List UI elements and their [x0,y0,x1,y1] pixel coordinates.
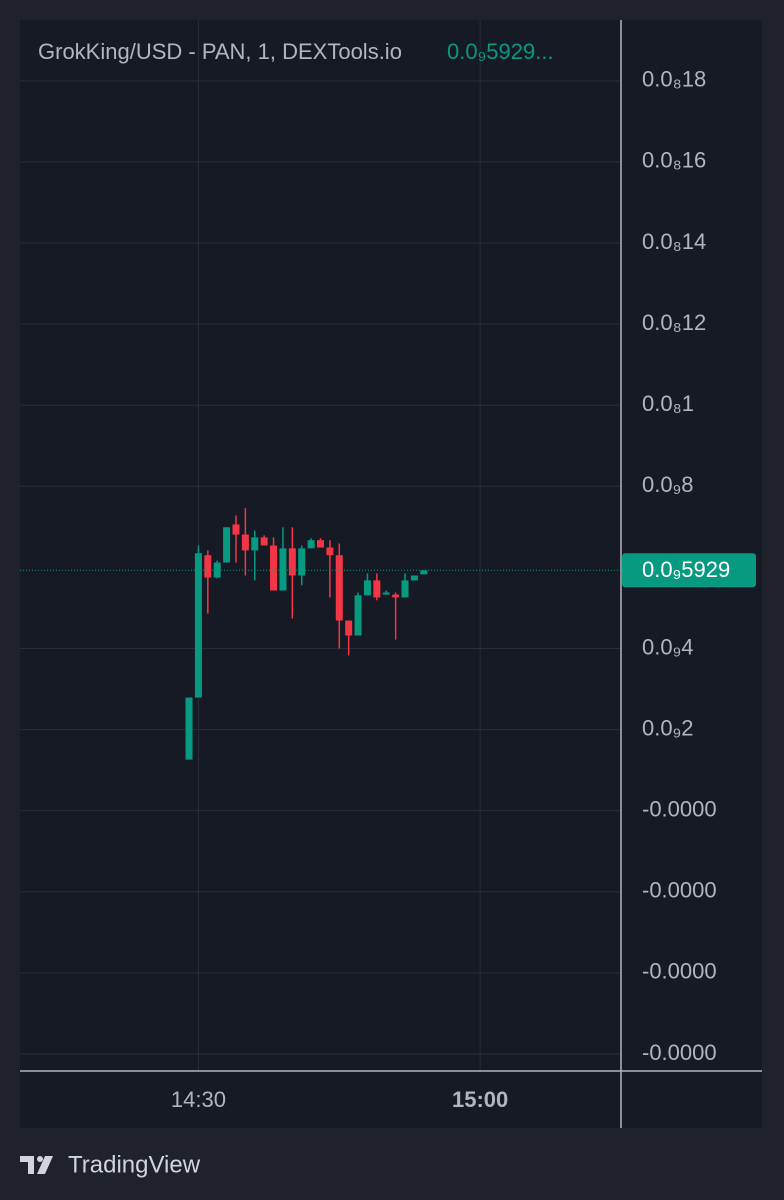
y-tick-label: -0.0000 [642,959,717,984]
y-tick-label: 0.0₈14 [642,229,706,254]
candle-body [260,537,268,546]
logo-part [20,1156,34,1174]
candle-body [204,555,212,578]
y-tick-label: -0.0000 [642,878,717,903]
y-tick-label: -0.0000 [642,1040,717,1065]
candle-body [401,580,409,598]
candle-body [354,595,362,636]
candle-body [279,548,287,591]
candle-body [307,540,315,549]
legend-value: 0.0₉5929... [447,39,554,64]
grid [20,20,621,1071]
candle-body [392,594,400,598]
candle-body [223,527,231,563]
candle-body [232,524,240,535]
candle-body [373,580,381,598]
candle-body [241,534,249,551]
candle-body [363,580,371,596]
candle-body [298,548,306,576]
x-tick-label: 15:00 [452,1087,508,1112]
candles [20,508,621,760]
y-tick-label: 0.0₉2 [642,715,694,740]
candle-body [251,537,259,551]
candle-body [326,547,334,556]
x-tick-label: 14:30 [171,1087,226,1112]
candle-body [345,620,353,636]
y-tick-label: 0.0₈12 [642,310,706,335]
logo-part [37,1156,43,1162]
candle-body [194,553,202,698]
candle-body [213,562,221,578]
candle-body [317,540,324,548]
y-tick-label: 0.0₉4 [642,634,694,659]
y-tick-label: 0.0₈18 [642,67,706,92]
candle-body [420,570,428,575]
candle-body [410,575,418,581]
y-tick-label: 0.0₉8 [642,472,694,497]
chart-title: GrokKing/USD - PAN, 1, DEXTools.io [38,39,402,64]
tradingview-logo [20,1156,53,1174]
logo-part [37,1156,53,1174]
candle-body [382,592,390,595]
candle-body [335,555,343,621]
y-tick-label: 0.0₈16 [642,148,706,173]
y-tick-label: 0.0₈1 [642,391,694,416]
last-price-label: 0.0₉5929 [642,557,730,582]
candle-body [185,697,193,760]
candle-body [288,548,296,576]
y-tick-label: -0.0000 [642,796,717,821]
footer-brand: TradingView [68,1151,201,1178]
candle-body [270,545,278,591]
last-price-box [622,553,756,588]
